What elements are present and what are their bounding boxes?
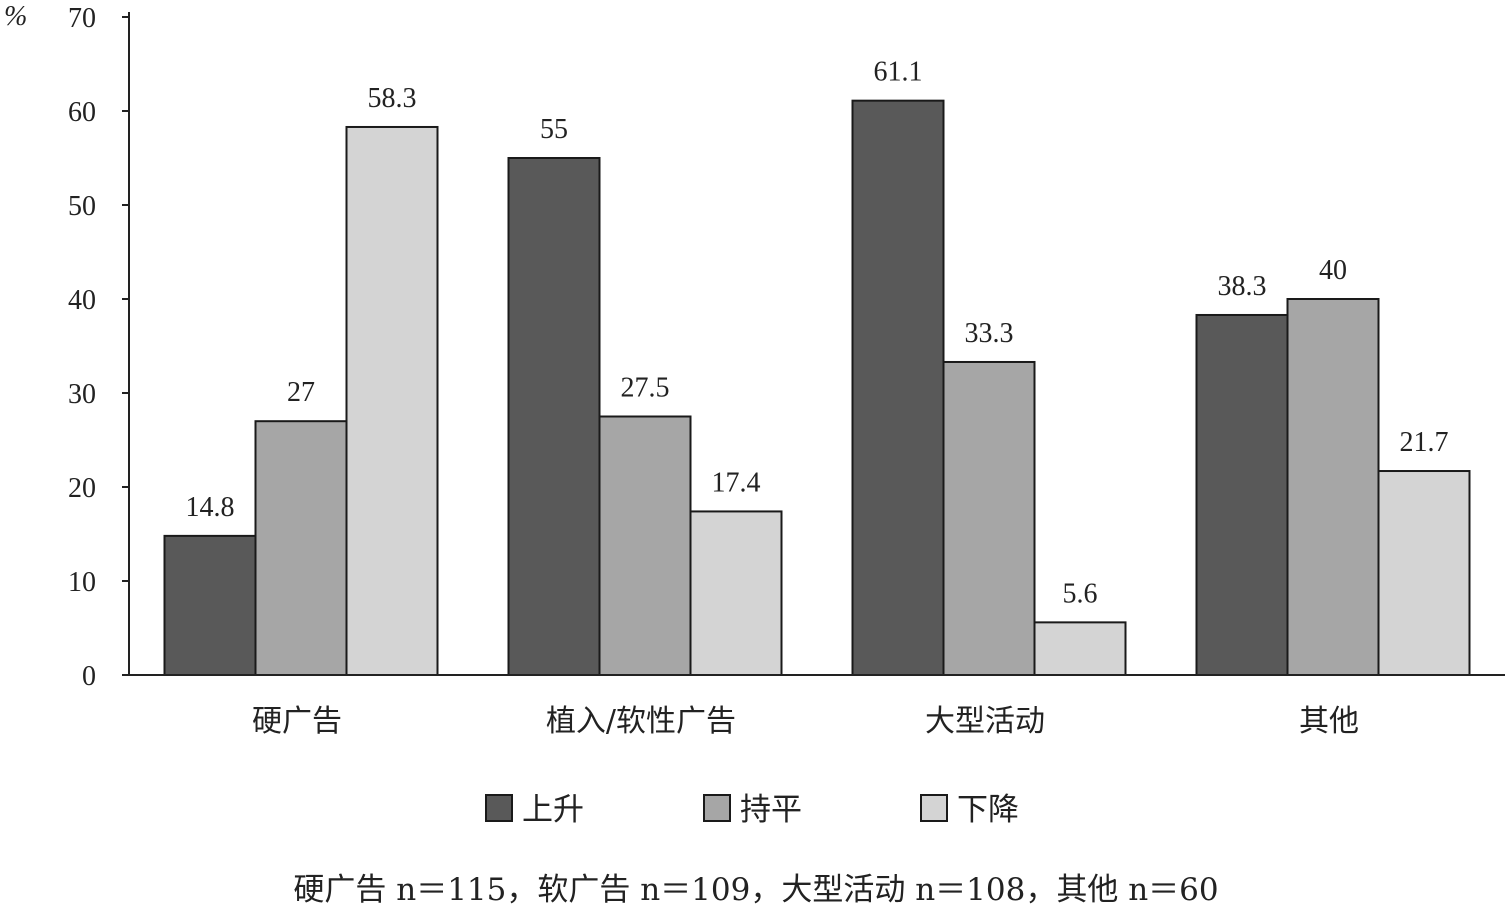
value-label-3-2: 17.4 xyxy=(712,467,761,498)
y-axis-unit: % xyxy=(4,1,27,32)
y-tick-label: 30 xyxy=(68,379,96,410)
bar-3-4 xyxy=(1377,470,1471,676)
category-label-3: 大型活动 xyxy=(925,704,1045,739)
legend-item-1: 上升 xyxy=(485,792,584,828)
bar-2-4 xyxy=(1286,298,1380,676)
legend-swatch xyxy=(485,794,513,822)
bar-1-2 xyxy=(507,157,601,676)
value-label-2-4: 40 xyxy=(1319,255,1347,286)
value-label-1-2: 55 xyxy=(540,114,568,145)
legend-item-2: 持平 xyxy=(703,792,802,828)
y-tick-label: 60 xyxy=(68,97,96,128)
legend-swatch xyxy=(920,794,948,822)
value-label-2-1: 27 xyxy=(287,377,315,408)
value-label-2-3: 33.3 xyxy=(965,318,1014,349)
y-tick-label: 20 xyxy=(68,473,96,504)
category-label-4: 其他 xyxy=(1299,704,1359,739)
bar-3-2 xyxy=(689,510,783,676)
value-label-1-4: 38.3 xyxy=(1218,271,1267,302)
bar-2-3 xyxy=(942,360,1036,676)
category-label-2: 植入/软性广告 xyxy=(546,704,736,739)
y-tick-label: 10 xyxy=(68,567,96,598)
bar-3-1 xyxy=(345,125,439,677)
bar-1-4 xyxy=(1195,313,1289,676)
value-label-1-1: 14.8 xyxy=(186,492,235,523)
value-label-3-4: 21.7 xyxy=(1400,427,1449,458)
bar-1-3 xyxy=(851,99,945,677)
y-tick-label: 0 xyxy=(82,661,96,692)
value-label-3-3: 5.6 xyxy=(1063,578,1098,609)
y-tick-label: 40 xyxy=(68,285,96,316)
legend-swatch xyxy=(703,794,731,822)
bar-2-2 xyxy=(598,415,692,676)
legend-label: 持平 xyxy=(740,792,802,828)
legend-item-3: 下降 xyxy=(920,792,1019,828)
value-label-3-1: 58.3 xyxy=(368,83,417,114)
sample-size-note: 硬广告 n＝115，软广告 n＝109，大型活动 n＝108，其他 n＝60 xyxy=(293,872,1218,908)
y-tick-label: 70 xyxy=(68,3,96,34)
bar-3-3 xyxy=(1033,621,1127,676)
category-label-1: 硬广告 xyxy=(252,704,342,739)
bar-2-1 xyxy=(254,420,348,677)
bar-1-1 xyxy=(163,534,257,676)
value-label-2-2: 27.5 xyxy=(621,373,670,404)
legend-label: 下降 xyxy=(957,792,1019,828)
y-tick-label: 50 xyxy=(68,191,96,222)
legend-label: 上升 xyxy=(522,792,584,828)
value-label-1-3: 61.1 xyxy=(874,57,923,88)
